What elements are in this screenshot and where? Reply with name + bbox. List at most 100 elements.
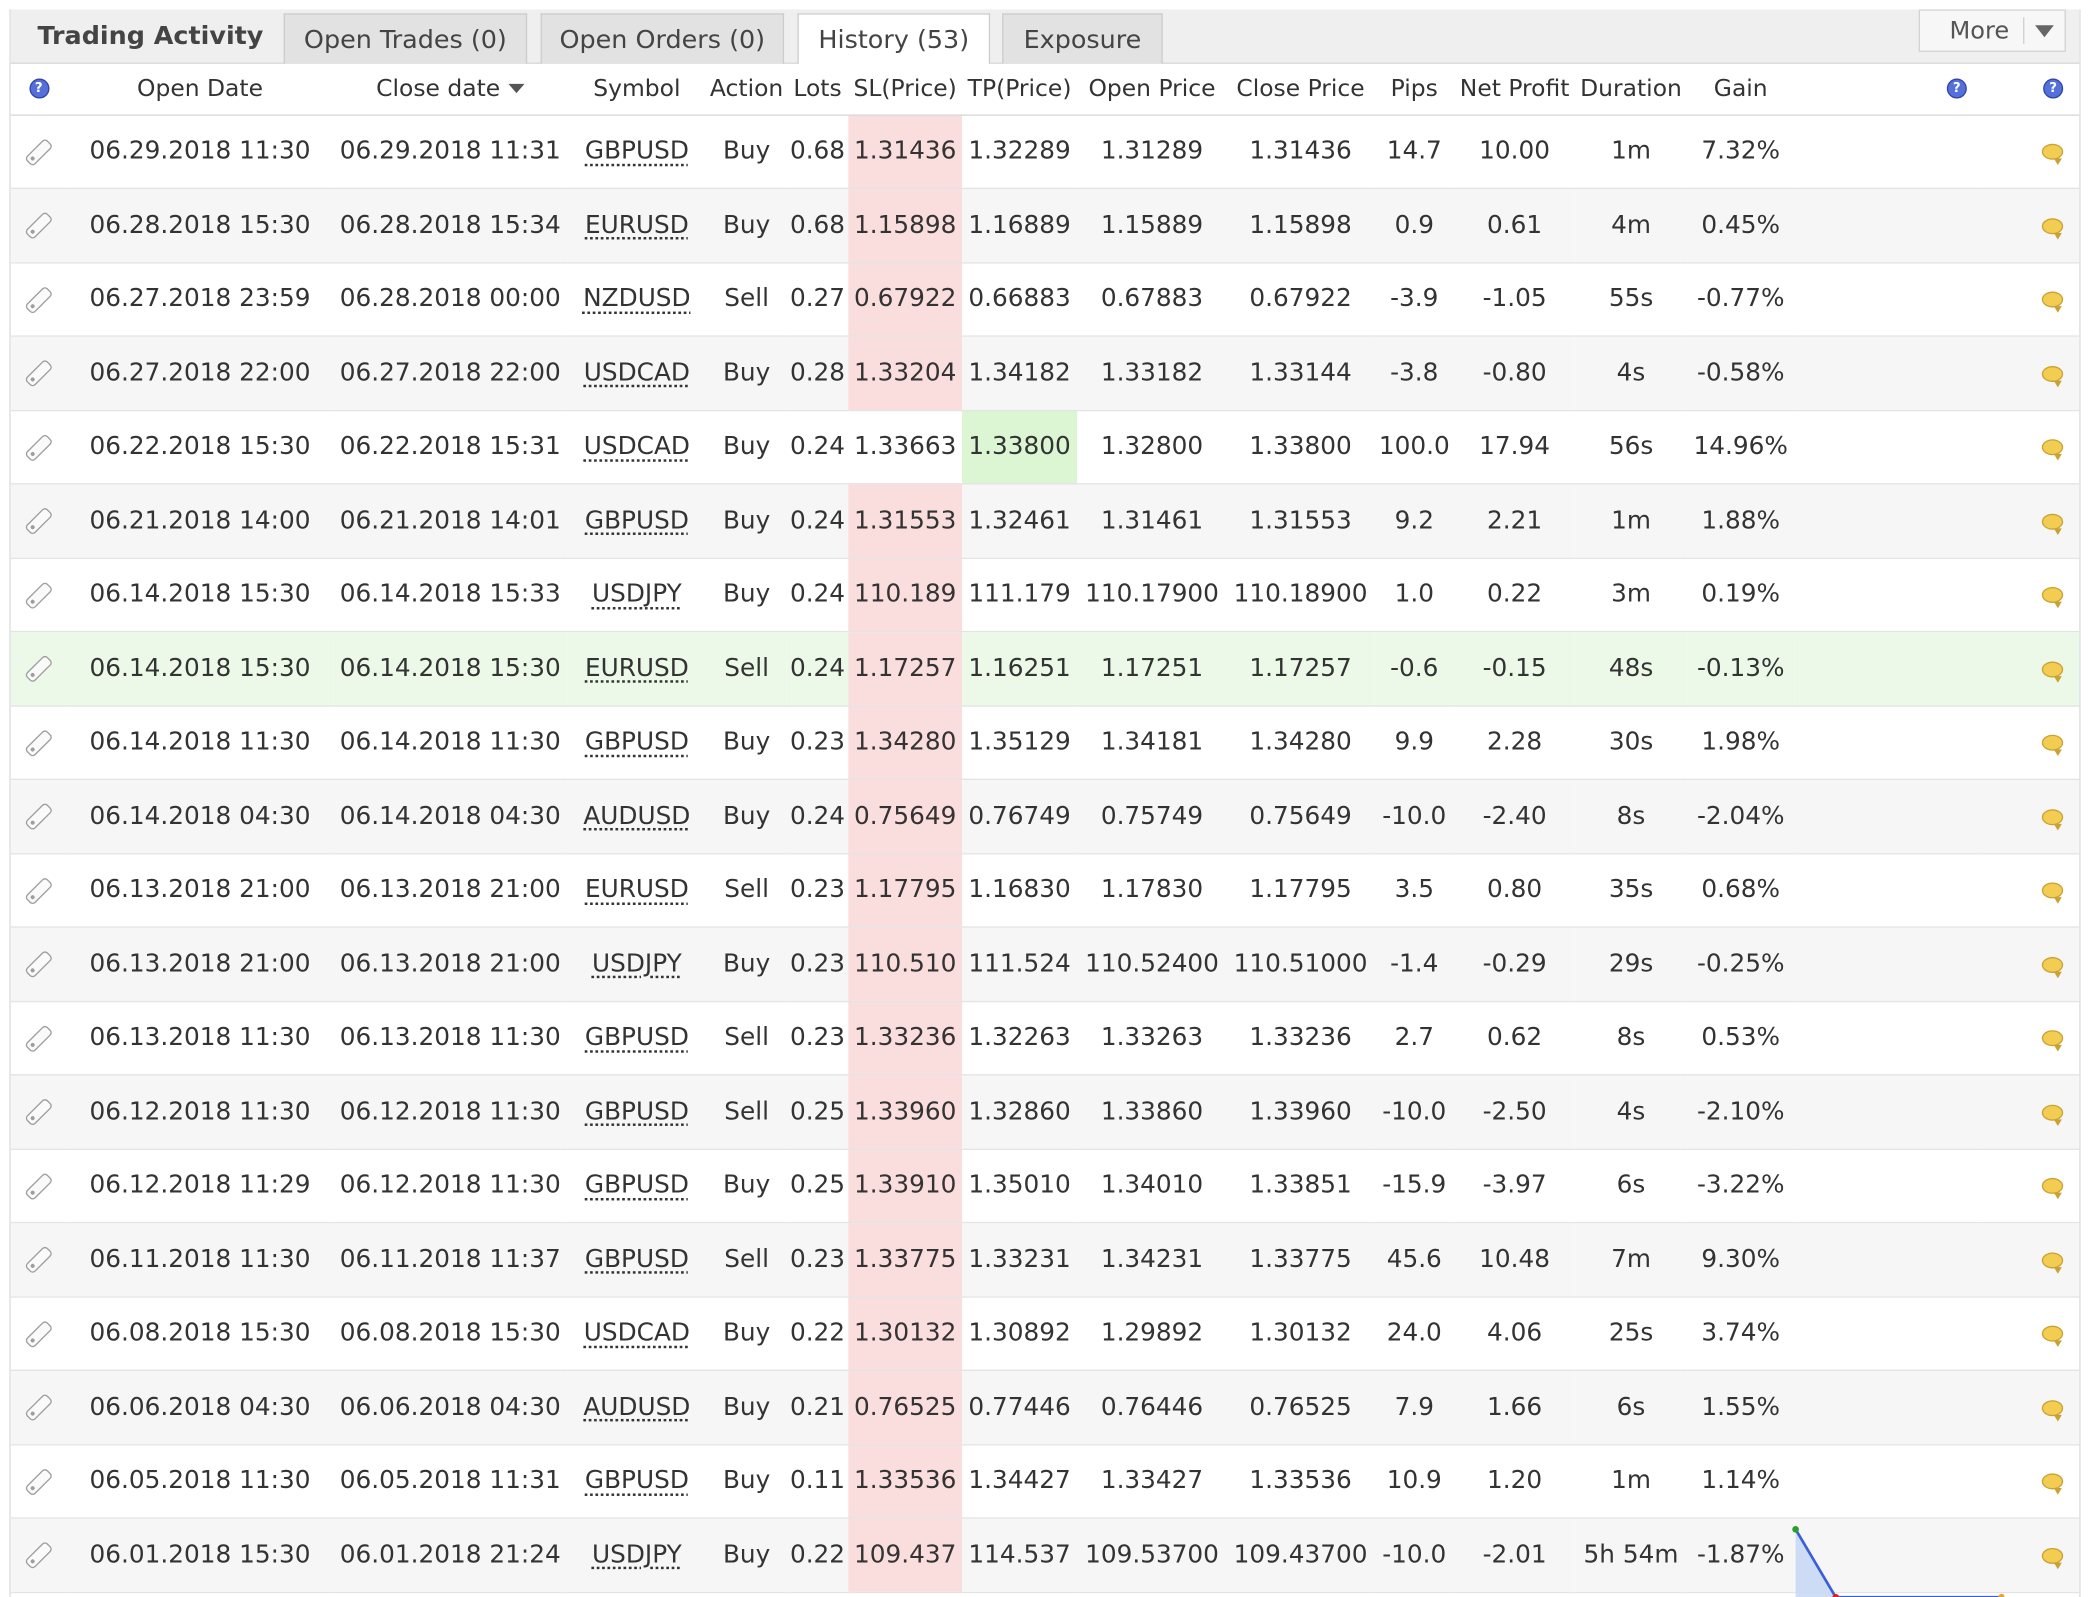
- table-row[interactable]: 06.13.2018 21:00 06.13.2018 21:00 USDJPY Bu…: [10, 927, 2080, 1002]
- col-close-date[interactable]: Close date: [333, 63, 568, 116]
- table-row[interactable]: 06.14.2018 15:30 06.14.2018 15:30 EURUSD Se…: [10, 631, 2080, 707]
- tag-icon[interactable]: [24, 137, 54, 167]
- comment-icon[interactable]: [2041, 661, 2064, 683]
- row-tag-cell[interactable]: [10, 483, 67, 559]
- row-comment-cell[interactable]: [1977, 1296, 2080, 1371]
- trade-symbol[interactable]: USDCAD: [567, 336, 707, 411]
- trade-symbol[interactable]: GBPUSD: [567, 705, 707, 780]
- row-comment-cell[interactable]: [1977, 1222, 2080, 1298]
- tab-history[interactable]: History (53): [797, 13, 991, 66]
- tag-icon[interactable]: [24, 359, 54, 389]
- tag-icon[interactable]: [24, 1245, 54, 1275]
- comment-icon[interactable]: [2041, 1547, 2064, 1569]
- trade-symbol[interactable]: USDJPY: [567, 927, 707, 1002]
- trade-symbol[interactable]: USDJPY: [567, 557, 707, 633]
- comment-icon[interactable]: [2041, 1326, 2064, 1348]
- tag-icon[interactable]: [24, 1171, 54, 1201]
- col-close-price[interactable]: Close Price: [1226, 63, 1375, 116]
- table-row[interactable]: 06.05.2018 11:30 06.05.2018 11:31 GBPUSD Bu…: [10, 1444, 2080, 1519]
- symbol-link[interactable]: GBPUSD: [584, 728, 689, 757]
- row-comment-cell[interactable]: [1977, 1370, 2080, 1445]
- trade-symbol[interactable]: AUDUSD: [567, 1370, 707, 1445]
- symbol-link[interactable]: USDCAD: [583, 1319, 690, 1348]
- trade-symbol[interactable]: GBPUSD: [567, 1222, 707, 1298]
- tab-exposure[interactable]: Exposure: [1002, 13, 1163, 64]
- row-comment-cell[interactable]: [1977, 188, 2080, 263]
- trade-symbol[interactable]: GBPUSD: [567, 1444, 707, 1519]
- row-tag-cell[interactable]: [10, 705, 67, 780]
- row-comment-cell[interactable]: [1977, 853, 2080, 928]
- table-row[interactable]: 06.14.2018 04:30 06.14.2018 04:30 AUDUSD Bu…: [10, 779, 2080, 854]
- trade-symbol[interactable]: EURUSD: [567, 631, 707, 707]
- table-row[interactable]: 06.28.2018 15:30 06.28.2018 15:34 EURUSD Bu…: [10, 188, 2080, 263]
- tab-open-trades[interactable]: Open Trades (0): [283, 13, 528, 64]
- trade-symbol[interactable]: GBPUSD: [567, 1000, 707, 1076]
- tag-icon[interactable]: [24, 1097, 54, 1127]
- row-tag-cell[interactable]: [10, 853, 67, 928]
- trade-symbol[interactable]: GBPUSD: [567, 114, 707, 189]
- tag-icon[interactable]: [24, 1467, 54, 1497]
- tag-icon[interactable]: [24, 211, 54, 241]
- tag-icon[interactable]: [24, 802, 54, 832]
- table-row[interactable]: 06.06.2018 04:30 06.06.2018 04:30 AUDUSD Bu…: [10, 1370, 2080, 1445]
- comment-icon[interactable]: [2041, 217, 2064, 240]
- table-row[interactable]: 06.22.2018 15:30 06.22.2018 15:31 USDCAD Bu…: [10, 409, 2080, 485]
- row-tag-cell[interactable]: [10, 1518, 67, 1593]
- col-lots[interactable]: Lots: [786, 63, 849, 116]
- comment-icon[interactable]: [2041, 1178, 2064, 1200]
- tab-open-orders[interactable]: Open Orders (0): [540, 13, 785, 64]
- trade-symbol[interactable]: GBPUSD: [567, 1148, 707, 1224]
- trade-symbol[interactable]: GBPUSD: [567, 1074, 707, 1150]
- col-sl[interactable]: SL(Price): [848, 63, 963, 116]
- row-tag-cell[interactable]: [10, 1296, 67, 1371]
- row-comment-cell[interactable]: [1977, 483, 2080, 559]
- comment-icon[interactable]: [2041, 513, 2064, 535]
- table-row[interactable]: 06.27.2018 22:00 06.27.2018 22:00 USDCAD Bu…: [10, 336, 2080, 411]
- table-row[interactable]: 06.13.2018 21:00 06.13.2018 21:00 EURUSD Se…: [10, 853, 2080, 928]
- row-tag-cell[interactable]: [10, 262, 67, 337]
- row-tag-cell[interactable]: [10, 927, 67, 1002]
- row-tag-cell[interactable]: [10, 409, 67, 485]
- row-tag-cell[interactable]: [10, 631, 67, 707]
- row-comment-cell[interactable]: [1977, 114, 2080, 189]
- tag-icon[interactable]: [24, 506, 54, 537]
- table-row[interactable]: 06.11.2018 11:30 06.11.2018 11:37 GBPUSD Se…: [10, 1222, 2080, 1298]
- row-comment-cell[interactable]: [1977, 262, 2080, 337]
- tag-icon[interactable]: [24, 950, 54, 980]
- row-comment-cell[interactable]: [1977, 779, 2080, 854]
- col-action[interactable]: Action: [706, 63, 787, 116]
- table-row[interactable]: 06.01.2018 15:30 06.01.2018 21:24 USDJPY Bu…: [10, 1518, 2080, 1593]
- symbol-link[interactable]: GBPUSD: [584, 506, 689, 535]
- tag-icon[interactable]: [24, 1541, 54, 1571]
- table-row[interactable]: 06.13.2018 11:30 06.13.2018 11:30 GBPUSD Se…: [10, 1000, 2080, 1076]
- symbol-link[interactable]: USDCAD: [583, 359, 690, 387]
- table-row[interactable]: 06.27.2018 23:59 06.28.2018 00:00 NZDUSD Se…: [10, 262, 2080, 337]
- col-tp[interactable]: TP(Price): [962, 63, 1078, 116]
- tag-icon[interactable]: [24, 876, 54, 906]
- symbol-link[interactable]: GBPUSD: [584, 1245, 689, 1274]
- table-row[interactable]: 06.29.2018 11:30 06.29.2018 11:31 GBPUSD Bu…: [10, 114, 2080, 189]
- comment-icon[interactable]: [2041, 144, 2064, 166]
- row-comment-cell[interactable]: [1977, 1074, 2080, 1150]
- row-comment-cell[interactable]: [1977, 557, 2080, 633]
- col-chart-help[interactable]: ?: [1794, 63, 1978, 116]
- symbol-link[interactable]: GBPUSD: [584, 1023, 689, 1052]
- row-tag-cell[interactable]: [10, 114, 67, 189]
- comment-icon[interactable]: [2041, 291, 2064, 314]
- row-tag-cell[interactable]: [10, 1148, 67, 1224]
- tag-icon[interactable]: [24, 285, 54, 315]
- comment-icon[interactable]: [2041, 1473, 2064, 1496]
- col-open-price[interactable]: Open Price: [1077, 63, 1227, 116]
- row-tag-cell[interactable]: [10, 557, 67, 633]
- comment-icon[interactable]: [2041, 1252, 2064, 1274]
- row-comment-cell[interactable]: [1977, 1148, 2080, 1224]
- tag-icon[interactable]: [24, 1319, 54, 1349]
- symbol-link[interactable]: AUDUSD: [583, 1393, 691, 1422]
- trade-symbol[interactable]: AUDUSD: [567, 779, 707, 854]
- row-tag-cell[interactable]: [10, 1370, 67, 1445]
- help-icon[interactable]: ?: [2043, 78, 2064, 99]
- col-pips[interactable]: Pips: [1374, 63, 1455, 116]
- table-row[interactable]: 06.12.2018 11:29 06.12.2018 11:30 GBPUSD Bu…: [10, 1148, 2080, 1224]
- row-comment-cell[interactable]: [1977, 1444, 2080, 1519]
- row-tag-cell[interactable]: [10, 1444, 67, 1519]
